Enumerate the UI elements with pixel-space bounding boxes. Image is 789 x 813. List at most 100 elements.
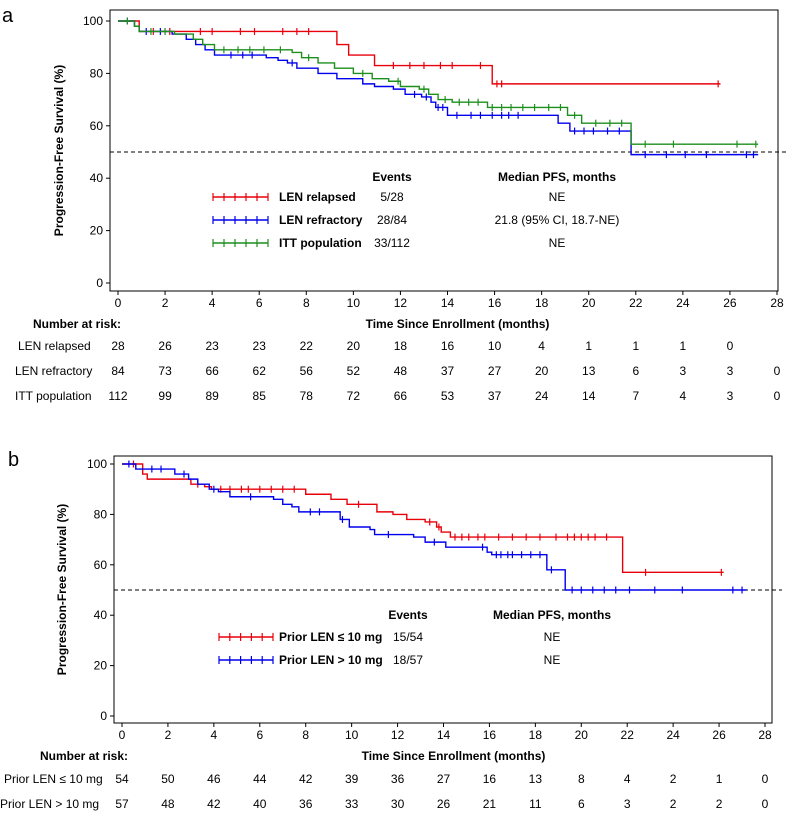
risk-value: 112: [108, 389, 127, 403]
y-tick-label: 100: [83, 14, 103, 28]
x-tick-label: 18: [529, 728, 543, 742]
x-tick-label: 2: [165, 728, 172, 742]
risk-value: 99: [158, 389, 172, 403]
risk-value: 23: [205, 339, 219, 353]
x-tick-label: 24: [676, 296, 690, 310]
risk-value: 40: [253, 797, 267, 811]
risk-value: 62: [253, 364, 267, 378]
risk-value: 44: [253, 772, 267, 786]
events-header: Events: [388, 608, 428, 622]
risk-value: 23: [253, 339, 267, 353]
x-tick-label: 6: [256, 728, 263, 742]
risk-value: 13: [582, 364, 596, 378]
y-tick-label: 60: [90, 119, 104, 133]
risk-value: 14: [582, 389, 596, 403]
risk-value: 66: [394, 389, 408, 403]
risk-value: 48: [394, 364, 408, 378]
risk-value: 3: [680, 364, 687, 378]
x-tick-label: 28: [770, 296, 784, 310]
risk-value: 3: [624, 797, 631, 811]
risk-value: 89: [205, 389, 219, 403]
risk-value: 26: [158, 339, 172, 353]
risk-value: 39: [345, 772, 359, 786]
risk-value: 50: [161, 772, 175, 786]
risk-value: 11: [529, 797, 542, 811]
risk-value: 1: [716, 772, 723, 786]
risk-value: 13: [529, 772, 543, 786]
y-tick-label: 80: [94, 507, 108, 521]
x-tick-label: 8: [302, 728, 309, 742]
km-curve: [118, 20, 721, 85]
risk-value: 4: [680, 389, 687, 403]
events-value: 15/54: [393, 630, 423, 644]
risk-value: 3: [727, 364, 734, 378]
risk-value: 18: [394, 339, 408, 353]
median-pfs-value: NE: [549, 236, 566, 250]
x-tick-label: 0: [119, 728, 126, 742]
x-tick-label: 10: [345, 728, 359, 742]
risk-value: 36: [299, 797, 313, 811]
x-tick-label: 24: [666, 728, 680, 742]
risk-value: 42: [299, 772, 313, 786]
legend-label: LEN relapsed: [279, 190, 356, 204]
risk-value: 85: [253, 389, 267, 403]
risk-value: 28: [111, 339, 125, 353]
legend-label: LEN refractory: [279, 213, 363, 227]
risk-row-label: ITT population: [15, 389, 92, 403]
risk-value: 72: [347, 389, 361, 403]
y-tick-label: 40: [94, 608, 108, 622]
risk-value: 37: [488, 389, 502, 403]
y-tick-label: 100: [87, 457, 107, 471]
median-pfs-value: NE: [544, 630, 561, 644]
x-tick-label: 10: [347, 296, 361, 310]
risk-value: 0: [774, 389, 781, 403]
risk-value: 46: [207, 772, 221, 786]
x-tick-label: 8: [303, 296, 310, 310]
number-at-risk-title: Number at risk:: [40, 749, 128, 763]
risk-value: 30: [391, 797, 405, 811]
x-tick-label: 12: [394, 296, 408, 310]
legend-label: Prior LEN ≤ 10 mg: [279, 630, 382, 644]
plot-frame: [109, 9, 779, 292]
events-value: 5/28: [380, 190, 404, 204]
median-pfs-header: Median PFS, months: [498, 170, 616, 184]
km-curve: [118, 20, 759, 156]
risk-value: 57: [115, 797, 129, 811]
x-tick-label: 20: [575, 728, 589, 742]
risk-value: 73: [158, 364, 172, 378]
risk-value: 22: [300, 339, 314, 353]
risk-value: 0: [774, 364, 781, 378]
risk-value: 6: [632, 364, 639, 378]
risk-row-label: Prior LEN > 10 mg: [0, 797, 99, 811]
risk-value: 26: [437, 797, 451, 811]
risk-value: 0: [762, 797, 769, 811]
panel-label: b: [8, 449, 19, 471]
x-tick-label: 26: [723, 296, 737, 310]
median-pfs-value: NE: [544, 653, 561, 667]
risk-value: 27: [488, 364, 502, 378]
x-tick-label: 18: [535, 296, 549, 310]
y-axis-label: Progression-Free Survival (%): [55, 504, 69, 675]
risk-value: 84: [111, 364, 125, 378]
y-tick-label: 0: [100, 709, 107, 723]
risk-value: 3: [727, 389, 734, 403]
risk-value: 36: [391, 772, 405, 786]
x-tick-label: 22: [621, 728, 635, 742]
risk-value: 2: [670, 797, 677, 811]
risk-value: 1: [632, 339, 639, 353]
events-value: 28/84: [377, 213, 407, 227]
risk-value: 10: [488, 339, 502, 353]
x-tick-label: 16: [483, 728, 497, 742]
y-tick-label: 0: [96, 276, 103, 290]
x-tick-label: 12: [391, 728, 405, 742]
risk-value: 0: [762, 772, 769, 786]
risk-value: 33: [345, 797, 359, 811]
events-header: Events: [372, 170, 412, 184]
y-axis-label: Progression-Free Survival (%): [52, 65, 66, 236]
risk-value: 21: [483, 797, 497, 811]
x-tick-label: 14: [441, 296, 455, 310]
risk-value: 66: [205, 364, 219, 378]
